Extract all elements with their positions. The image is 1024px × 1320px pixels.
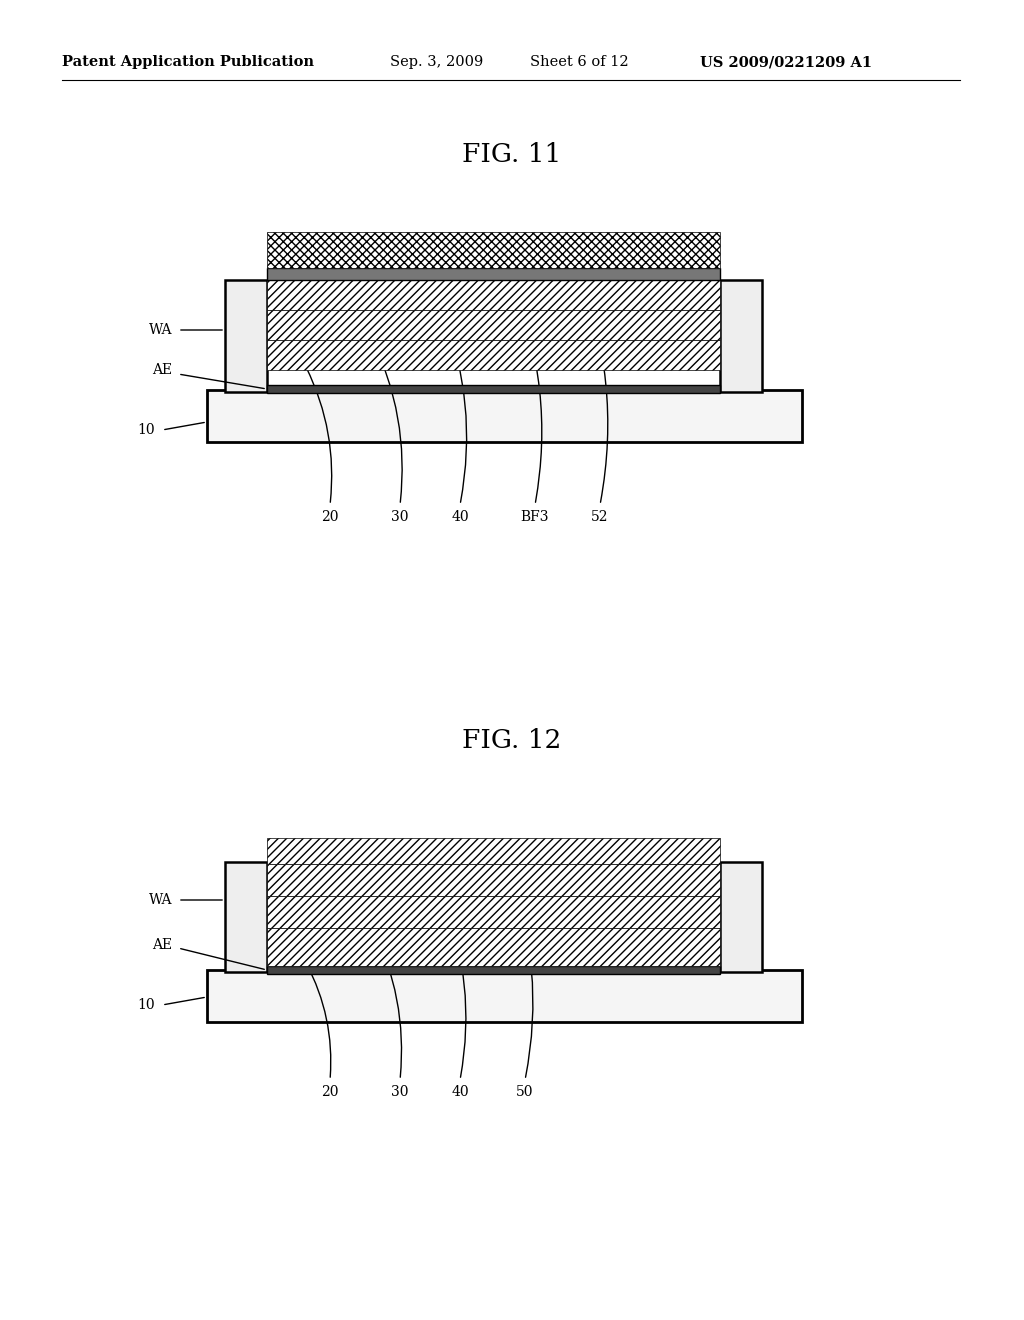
Text: WA: WA: [148, 323, 172, 337]
Text: 20: 20: [322, 510, 339, 524]
Text: 50: 50: [516, 1085, 534, 1100]
Text: 30: 30: [391, 1085, 409, 1100]
Text: 10: 10: [137, 998, 155, 1012]
Text: FIG. 12: FIG. 12: [462, 727, 562, 752]
Text: Sep. 3, 2009: Sep. 3, 2009: [390, 55, 483, 69]
Text: Sheet 6 of 12: Sheet 6 of 12: [530, 55, 629, 69]
Text: AE: AE: [152, 363, 172, 378]
Text: 30: 30: [391, 510, 409, 524]
Bar: [720, 862, 762, 972]
Bar: [267, 268, 720, 280]
Bar: [267, 865, 720, 896]
Text: 10: 10: [137, 422, 155, 437]
Text: Patent Application Publication: Patent Application Publication: [62, 55, 314, 69]
Bar: [267, 966, 720, 974]
Text: US 2009/0221209 A1: US 2009/0221209 A1: [700, 55, 872, 69]
Bar: [267, 928, 720, 966]
Text: WA: WA: [148, 894, 172, 907]
Text: 20: 20: [322, 1085, 339, 1100]
Bar: [267, 896, 720, 928]
Text: 52: 52: [591, 510, 608, 524]
Bar: [225, 862, 267, 972]
Bar: [267, 232, 720, 268]
Bar: [267, 838, 720, 865]
Text: 40: 40: [452, 1085, 469, 1100]
Text: FIG. 11: FIG. 11: [463, 143, 561, 168]
Bar: [207, 389, 802, 442]
Text: AE: AE: [152, 939, 172, 952]
Bar: [720, 280, 762, 392]
Text: 40: 40: [452, 510, 469, 524]
Bar: [267, 280, 720, 310]
Bar: [267, 385, 720, 393]
Bar: [225, 280, 267, 392]
Bar: [207, 970, 802, 1022]
Bar: [267, 341, 720, 370]
Bar: [267, 310, 720, 341]
Text: BF3: BF3: [521, 510, 549, 524]
